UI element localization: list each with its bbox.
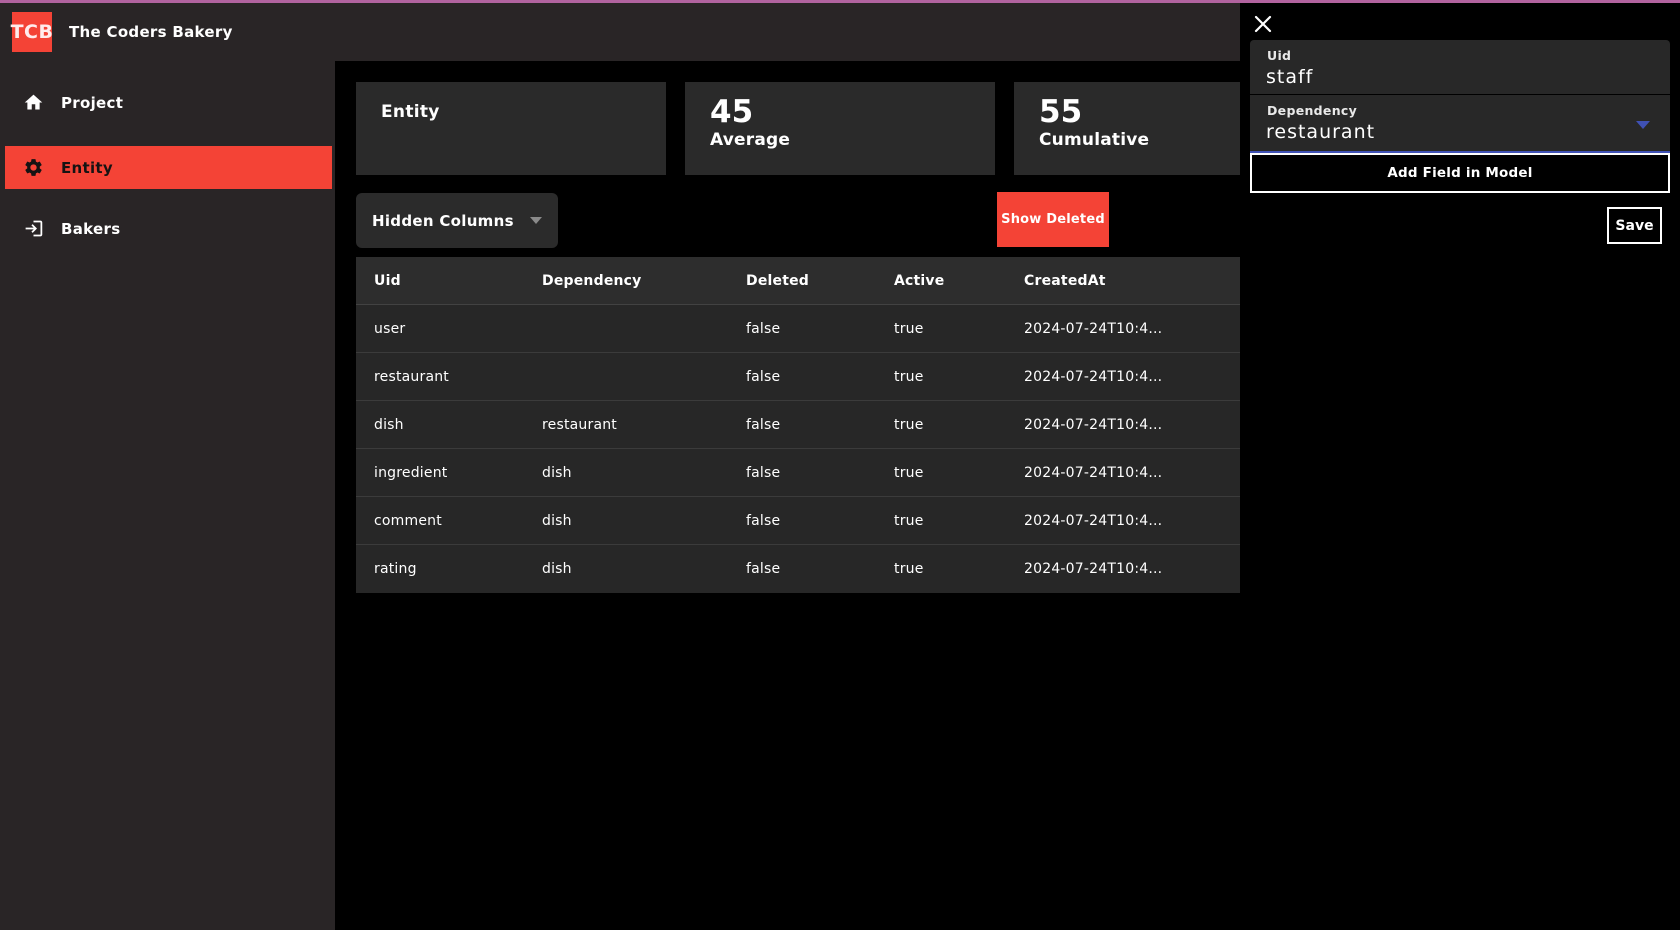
- cell-active: true: [894, 512, 924, 529]
- cell-active: true: [894, 320, 924, 337]
- table-row[interactable]: comment dish false true 2024-07-24T10:4.…: [356, 497, 1241, 545]
- cell-dependency: dish: [542, 512, 572, 529]
- cell-deleted: false: [746, 416, 781, 433]
- uid-field[interactable]: Uid staff: [1250, 40, 1670, 94]
- cell-createdat: 2024-07-24T10:4...: [1024, 320, 1163, 337]
- cell-deleted: false: [746, 368, 781, 385]
- cell-createdat: 2024-07-24T10:4...: [1024, 464, 1163, 481]
- card-value: 45: [710, 94, 754, 130]
- sidebar-item-project[interactable]: Project: [0, 81, 335, 124]
- chevron-down-icon: [530, 217, 542, 224]
- column-header-uid: Uid: [374, 272, 401, 289]
- show-deleted-button[interactable]: Show Deleted: [997, 192, 1109, 247]
- dependency-field-label: Dependency: [1267, 103, 1358, 118]
- cell-active: true: [894, 368, 924, 385]
- add-field-in-model-button[interactable]: Add Field in Model: [1250, 153, 1670, 193]
- card-title: Entity: [381, 102, 440, 122]
- cell-deleted: false: [746, 561, 781, 577]
- uid-field-label: Uid: [1267, 48, 1292, 63]
- cell-dependency: restaurant: [542, 416, 617, 433]
- cell-active: true: [894, 561, 924, 577]
- cell-uid: rating: [374, 561, 417, 577]
- cell-deleted: false: [746, 512, 781, 529]
- cell-dependency: dish: [542, 464, 572, 481]
- logout-icon: [23, 218, 44, 239]
- column-header-dependency: Dependency: [542, 272, 642, 289]
- cell-deleted: false: [746, 464, 781, 481]
- card-label: Average: [710, 129, 791, 150]
- cell-dependency: dish: [542, 561, 572, 577]
- hidden-columns-label: Hidden Columns: [372, 211, 514, 230]
- cell-uid: restaurant: [374, 368, 449, 385]
- column-header-deleted: Deleted: [746, 272, 810, 289]
- cell-uid: comment: [374, 512, 442, 529]
- cell-createdat: 2024-07-24T10:4...: [1024, 416, 1163, 433]
- app-title: The Coders Bakery: [69, 23, 233, 41]
- home-icon: [23, 92, 44, 113]
- dependency-select-field[interactable]: Dependency restaurant: [1250, 95, 1670, 154]
- stat-card-average: 45 Average: [685, 82, 995, 175]
- column-header-createdat: CreatedAt: [1024, 272, 1106, 289]
- sidebar-item-bakers[interactable]: Bakers: [0, 207, 335, 250]
- column-header-active: Active: [894, 272, 945, 289]
- uid-field-value: staff: [1266, 66, 1314, 88]
- table-row[interactable]: dish restaurant false true 2024-07-24T10…: [356, 401, 1241, 449]
- sidebar-item-label: Bakers: [61, 219, 121, 238]
- hidden-columns-select[interactable]: Hidden Columns: [356, 193, 558, 248]
- table-row[interactable]: rating dish false true 2024-07-24T10:4..…: [356, 545, 1241, 593]
- stat-card-entity: Entity: [356, 82, 666, 175]
- table-row[interactable]: restaurant false true 2024-07-24T10:4...: [356, 353, 1241, 401]
- cell-createdat: 2024-07-24T10:4...: [1024, 368, 1163, 385]
- cell-createdat: 2024-07-24T10:4...: [1024, 512, 1163, 529]
- table-header-row: Uid Dependency Deleted Active CreatedAt: [356, 257, 1241, 305]
- top-accent-line: [0, 0, 1680, 3]
- gear-icon: [23, 157, 44, 178]
- cell-deleted: false: [746, 320, 781, 337]
- cell-uid: ingredient: [374, 464, 448, 481]
- table-row[interactable]: user false true 2024-07-24T10:4...: [356, 305, 1241, 353]
- table-row[interactable]: ingredient dish false true 2024-07-24T10…: [356, 449, 1241, 497]
- card-label: Cumulative: [1039, 129, 1150, 150]
- edit-entity-drawer: Uid staff Dependency restaurant Add Fiel…: [1240, 3, 1680, 930]
- card-value: 55: [1039, 94, 1083, 130]
- entity-table: Uid Dependency Deleted Active CreatedAt …: [356, 257, 1241, 593]
- cell-createdat: 2024-07-24T10:4...: [1024, 561, 1163, 577]
- sidebar-item-label: Project: [61, 93, 124, 112]
- save-button[interactable]: Save: [1607, 207, 1662, 244]
- cell-active: true: [894, 464, 924, 481]
- cell-active: true: [894, 416, 924, 433]
- sidebar-item-label: Entity: [61, 158, 113, 177]
- sidebar: Project Entity Bakers: [0, 61, 335, 930]
- dependency-field-value: restaurant: [1266, 121, 1376, 143]
- cell-uid: dish: [374, 416, 404, 433]
- close-icon[interactable]: [1251, 12, 1275, 36]
- app-logo: TCB: [11, 12, 53, 52]
- cell-uid: user: [374, 320, 406, 337]
- sidebar-item-entity[interactable]: Entity: [5, 146, 332, 189]
- chevron-down-icon[interactable]: [1636, 121, 1650, 129]
